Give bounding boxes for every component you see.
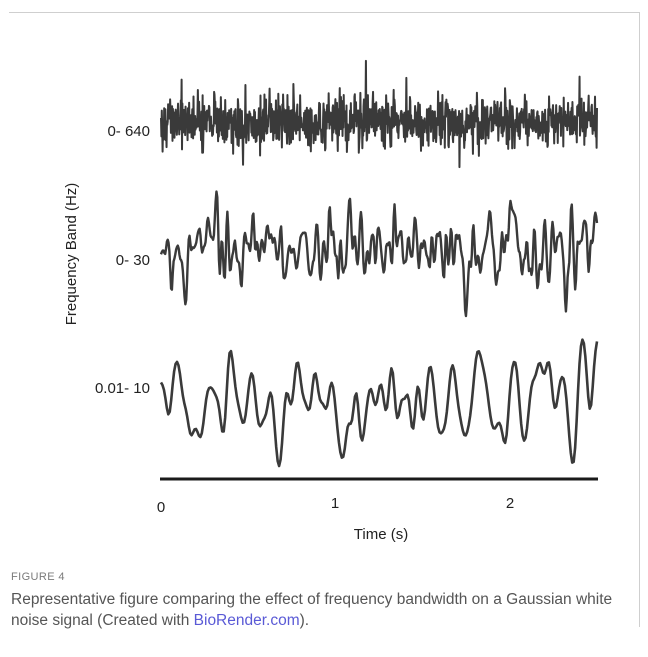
x-tick-1: 1 bbox=[331, 495, 339, 512]
figure-frame bbox=[9, 12, 640, 627]
y-axis-label: Frequency Band (Hz) bbox=[63, 183, 80, 326]
x-axis-label: Time (s) bbox=[354, 526, 408, 543]
caption-body: Representative figure comparing the effe… bbox=[11, 591, 613, 629]
caption-end: ). bbox=[299, 612, 310, 629]
x-tick-2: 2 bbox=[506, 495, 514, 512]
figure-caption: FIGURE 4 Representative figure comparing… bbox=[11, 571, 631, 631]
noise-figure: Frequency Band (Hz) 0- 640 0- 30 0.01- 1… bbox=[63, 59, 599, 543]
x-tick-0: 0 bbox=[157, 499, 165, 516]
band-label-0.01-10: 0.01- 10 bbox=[95, 380, 150, 397]
band-label-0-640: 0- 640 bbox=[107, 123, 150, 140]
caption-text: Representative figure comparing the effe… bbox=[11, 589, 631, 631]
signal-trace-0-30 bbox=[159, 190, 599, 318]
signal-trace-0-640 bbox=[160, 59, 598, 169]
figure-number: FIGURE 4 bbox=[11, 571, 65, 583]
biorender-link[interactable]: BioRender.com bbox=[193, 612, 300, 629]
signal-trace-0.01-10 bbox=[159, 338, 599, 468]
band-label-0-30: 0- 30 bbox=[116, 252, 150, 269]
